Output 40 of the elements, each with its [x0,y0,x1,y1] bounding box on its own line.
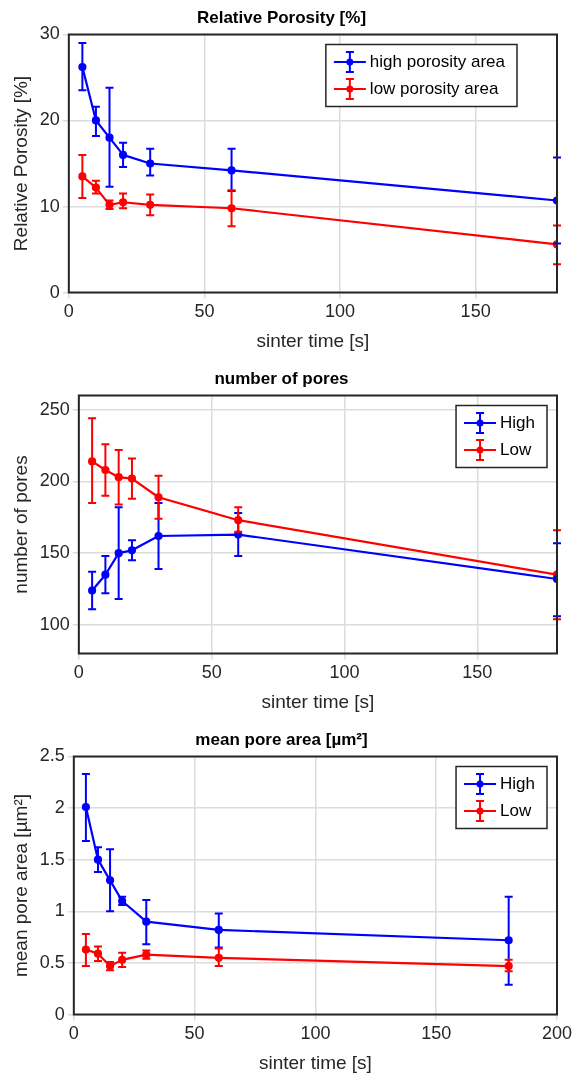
y-tick-label: 2.5 [39,745,65,766]
chart-title: mean pore area [µm²] [195,729,368,749]
legend-label: Low [500,800,532,820]
x-axis-title: sinter time [s] [256,329,370,351]
x-tick-label: 100 [329,662,360,683]
y-tick-label: 0 [49,281,60,302]
y-tick-label: 250 [39,398,70,419]
x-tick-label: 100 [325,301,356,322]
y-tick-label: 10 [39,195,60,216]
y-tick-label: 30 [39,23,60,44]
x-tick-label: 150 [421,1023,452,1044]
y-tick-label: 0.5 [39,951,65,972]
y-axis-title: Relative Porosity [%] [9,75,31,252]
y-tick-label: 2 [54,797,65,818]
x-tick-label: 50 [184,1023,205,1044]
chart-title: Relative Porosity [%] [196,7,367,27]
y-axis-title: mean pore area [µm²] [9,793,31,978]
y-tick-label: 200 [39,470,70,491]
y-tick-label: 20 [39,109,60,130]
x-axis-title: sinter time [s] [258,1051,372,1073]
x-tick-label: 150 [460,301,491,322]
x-tick-label: 200 [541,1023,573,1044]
legend-label: High [500,412,536,432]
x-tick-label: 0 [73,662,84,683]
x-tick-label: 100 [300,1023,331,1044]
y-axis-title: number of pores [9,455,31,594]
legend-label: low porosity area [369,78,499,98]
legend-label: high porosity area [369,51,506,71]
y-tick-label: 150 [39,542,70,563]
legend-label: Low [500,439,532,459]
x-tick-label: 50 [194,301,215,322]
y-tick-label: 0 [54,1003,65,1024]
x-tick-label: 150 [462,662,493,683]
x-axis-title: sinter time [s] [261,690,375,712]
y-tick-label: 1 [54,900,65,921]
x-tick-label: 50 [201,662,222,683]
y-tick-label: 1.5 [39,848,65,869]
chart-title: number of pores [214,368,349,388]
y-tick-label: 100 [39,613,70,634]
legend-label: High [500,773,536,793]
